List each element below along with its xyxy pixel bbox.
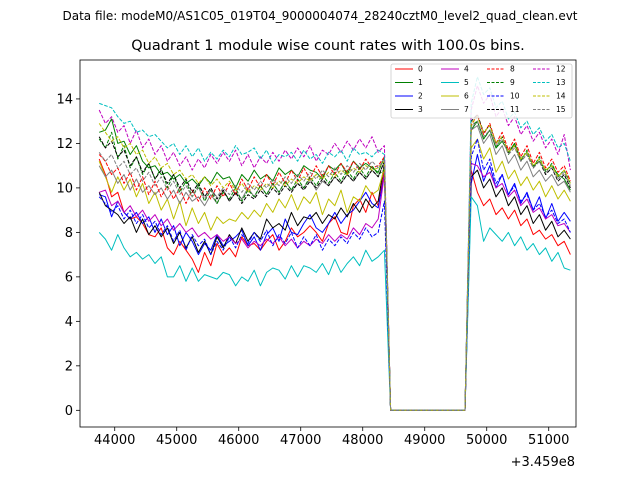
x-tick-label: 44000 (94, 433, 135, 448)
x-tick-label: 46000 (218, 433, 259, 448)
series-layer (98, 76, 571, 411)
plot-background (80, 60, 576, 427)
legend-label-1: 1 (418, 78, 423, 87)
legend-label-11: 11 (510, 105, 520, 114)
y-tick-label: 14 (56, 92, 73, 107)
legend-label-8: 8 (510, 65, 515, 74)
series-line-0 (98, 158, 571, 411)
x-tick-label: 50000 (466, 433, 507, 448)
x-tick-label: 49000 (404, 433, 445, 448)
series-line-4 (99, 162, 571, 411)
series-line-12 (98, 85, 571, 411)
y-tick-label: 6 (65, 270, 73, 285)
plot-area (80, 60, 576, 427)
y-tick-label: 12 (56, 137, 73, 152)
series-line-14 (98, 116, 571, 411)
series-line-2 (99, 154, 571, 411)
series-line-6 (98, 138, 571, 411)
legend-label-9: 9 (510, 78, 515, 87)
chart-title: Quadrant 1 module wise count rates with … (131, 38, 525, 54)
legend-label-2: 2 (418, 92, 423, 101)
y-tick-label: 0 (65, 404, 73, 419)
legend-label-7: 7 (464, 105, 469, 114)
x-tick-label: 45000 (156, 433, 197, 448)
legend-label-4: 4 (464, 65, 469, 74)
series-line-10 (98, 138, 571, 411)
legend-label-15: 15 (556, 105, 566, 114)
y-tick-label: 2 (65, 359, 73, 374)
y-tick-label: 8 (65, 226, 73, 241)
legend-label-12: 12 (556, 65, 566, 74)
legend-label-13: 13 (556, 78, 566, 87)
x-offset-label: +3.459e8 (511, 455, 575, 470)
x-tick-label: 48000 (342, 433, 383, 448)
axes-layer: 44000 45000 46000 47000 48000 49000 50000 51000… (56, 59, 577, 448)
series-line-5 (98, 196, 571, 411)
legend-label-0: 0 (418, 65, 423, 74)
legend-label-10: 10 (510, 92, 520, 101)
y-tick-label: 10 (56, 181, 73, 196)
figure-suptitle: Data file: modeM0/AS1C05_019T04_90000040… (62, 9, 577, 23)
series-line-3 (98, 162, 571, 411)
series-line-15 (98, 120, 571, 411)
legend-label-5: 5 (464, 78, 469, 87)
x-tick-label: 51000 (528, 433, 569, 448)
axes-frame (79, 59, 577, 428)
x-tick-label: 47000 (280, 433, 321, 448)
legend-label-3: 3 (418, 105, 423, 114)
legend-box (390, 63, 573, 119)
legend-label-14: 14 (556, 92, 566, 101)
y-tick-label: 4 (65, 315, 73, 330)
legend-label-6: 6 (464, 92, 469, 101)
